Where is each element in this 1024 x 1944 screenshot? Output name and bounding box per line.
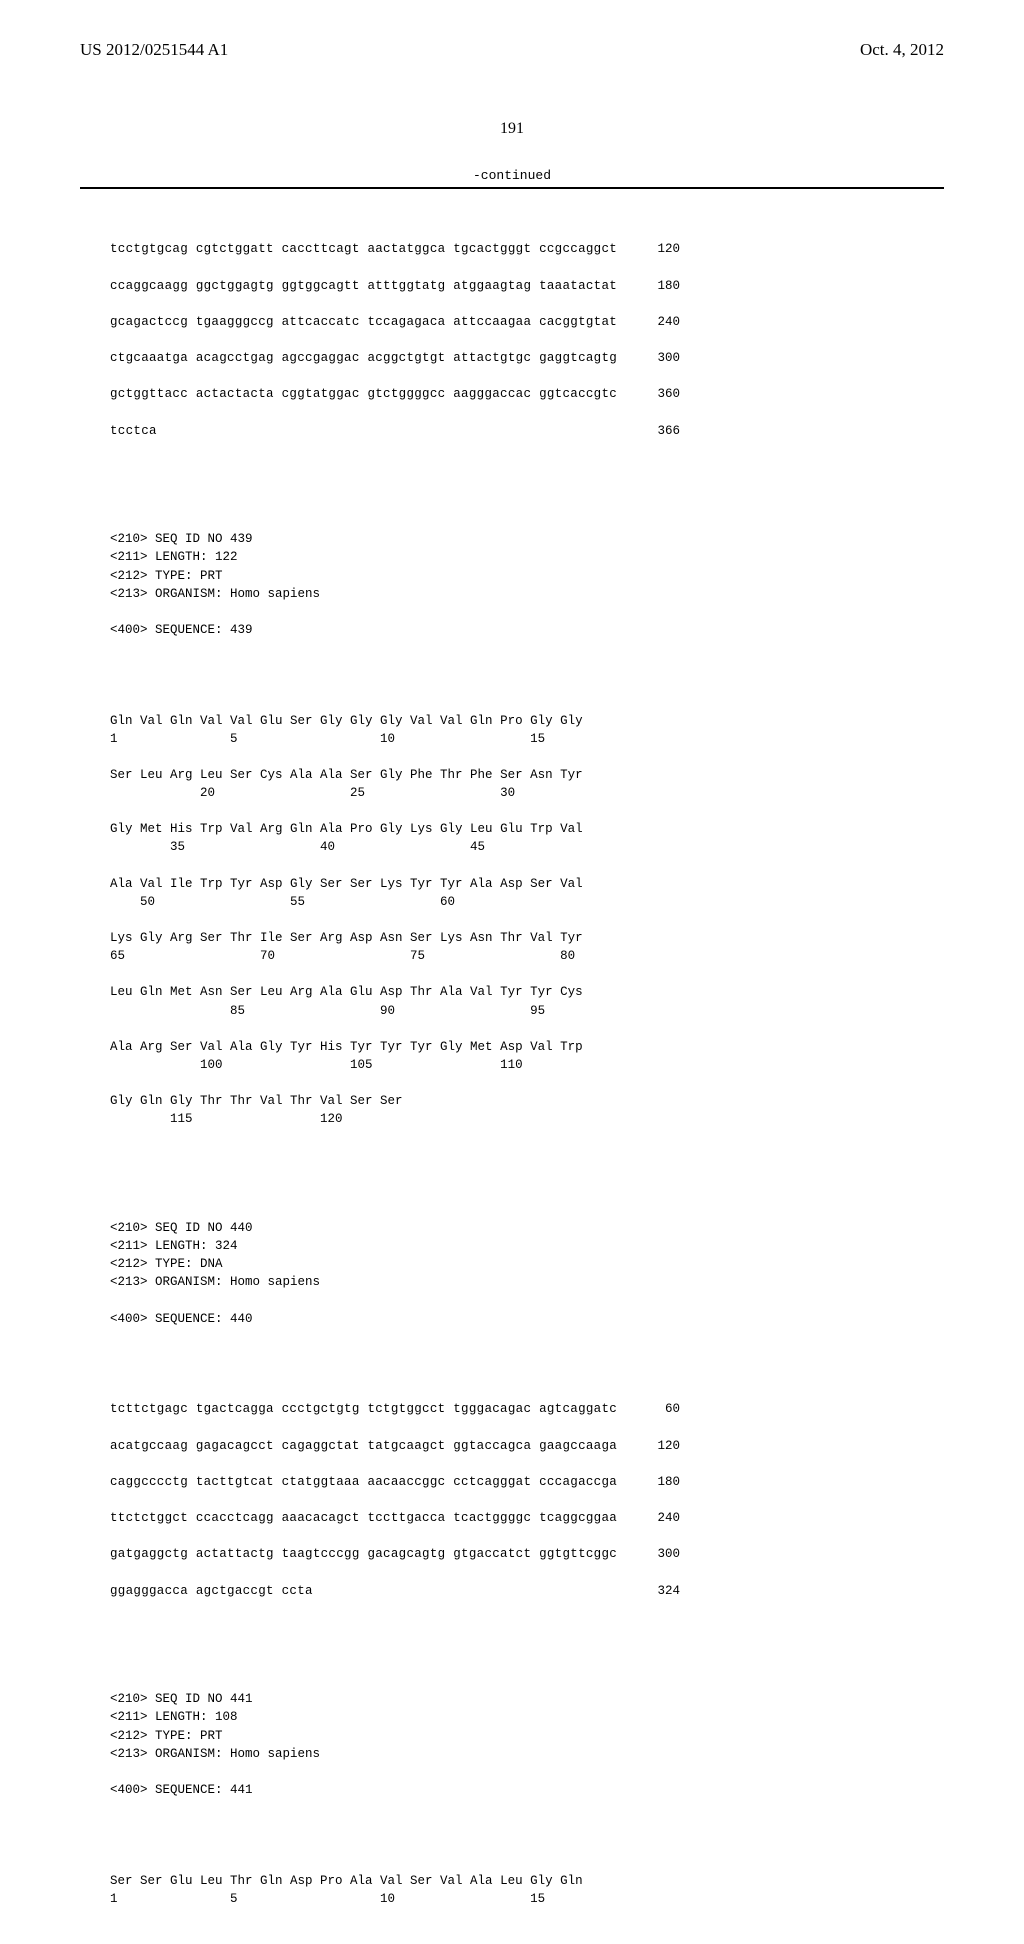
dna-row: ccaggcaagg ggctggagtg ggtggcagtt atttggt… bbox=[110, 277, 680, 295]
dna-position: 180 bbox=[640, 277, 680, 295]
dna-row: ttctctggct ccacctcagg aaacacagct tccttga… bbox=[110, 1509, 680, 1527]
dna-sequence: ccaggcaagg ggctggagtg ggtggcagtt atttggt… bbox=[110, 277, 617, 295]
dna-position: 120 bbox=[640, 1437, 680, 1455]
dna-position: 120 bbox=[640, 240, 680, 258]
dna-row: tcctgtgcag cgtctggatt caccttcagt aactatg… bbox=[110, 240, 680, 258]
seq438-dna: tcctgtgcag cgtctggatt caccttcagt aactatg… bbox=[110, 240, 944, 439]
sequence-listing: tcctgtgcag cgtctggatt caccttcagt aactatg… bbox=[110, 204, 944, 1944]
dna-row: gatgaggctg actattactg taagtcccgg gacagca… bbox=[110, 1545, 680, 1563]
dna-position: 240 bbox=[640, 313, 680, 331]
page-number: 191 bbox=[80, 120, 944, 138]
dna-position: 300 bbox=[640, 349, 680, 367]
dna-sequence: caggcccctg tacttgtcat ctatggtaaa aacaacc… bbox=[110, 1473, 617, 1491]
dna-sequence: tcctca bbox=[110, 422, 157, 440]
dna-sequence: acatgccaag gagacagcct cagaggctat tatgcaa… bbox=[110, 1437, 617, 1455]
rule bbox=[80, 187, 944, 189]
dna-sequence: tcctgtgcag cgtctggatt caccttcagt aactatg… bbox=[110, 240, 617, 258]
dna-position: 324 bbox=[640, 1582, 680, 1600]
dna-sequence: gctggttacc actactacta cggtatggac gtctggg… bbox=[110, 385, 617, 403]
dna-position: 300 bbox=[640, 1545, 680, 1563]
page: US 2012/0251544 A1 Oct. 4, 2012 191 -con… bbox=[0, 0, 1024, 1320]
publication-number: US 2012/0251544 A1 bbox=[80, 40, 228, 60]
dna-sequence: ggagggacca agctgaccgt ccta bbox=[110, 1582, 313, 1600]
seq440-header: <210> SEQ ID NO 440 <211> LENGTH: 324 <2… bbox=[110, 1219, 944, 1328]
dna-row: gctggttacc actactacta cggtatggac gtctggg… bbox=[110, 385, 680, 403]
dna-row: acatgccaag gagacagcct cagaggctat tatgcaa… bbox=[110, 1437, 680, 1455]
dna-row: gcagactccg tgaagggccg attcaccatc tccagag… bbox=[110, 313, 680, 331]
dna-sequence: tcttctgagc tgactcagga ccctgctgtg tctgtgg… bbox=[110, 1400, 617, 1418]
dna-position: 60 bbox=[640, 1400, 680, 1418]
dna-row: tcctca 366 bbox=[110, 422, 680, 440]
dna-position: 240 bbox=[640, 1509, 680, 1527]
seq441-protein: Ser Ser Glu Leu Thr Gln Asp Pro Ala Val … bbox=[110, 1872, 944, 1908]
dna-position: 366 bbox=[640, 422, 680, 440]
dna-sequence: ctgcaaatga acagcctgag agccgaggac acggctg… bbox=[110, 349, 617, 367]
continued-label: -continued bbox=[80, 168, 944, 183]
dna-row: ggagggacca agctgaccgt ccta 324 bbox=[110, 1582, 680, 1600]
seq439-protein: Gln Val Gln Val Val Glu Ser Gly Gly Gly … bbox=[110, 712, 944, 1129]
seq441-header: <210> SEQ ID NO 441 <211> LENGTH: 108 <2… bbox=[110, 1690, 944, 1799]
publication-date: Oct. 4, 2012 bbox=[860, 40, 944, 60]
page-header: US 2012/0251544 A1 Oct. 4, 2012 bbox=[80, 40, 944, 60]
dna-position: 180 bbox=[640, 1473, 680, 1491]
seq439-header: <210> SEQ ID NO 439 <211> LENGTH: 122 <2… bbox=[110, 530, 944, 639]
dna-sequence: gcagactccg tgaagggccg attcaccatc tccagag… bbox=[110, 313, 617, 331]
dna-sequence: gatgaggctg actattactg taagtcccgg gacagca… bbox=[110, 1545, 617, 1563]
seq440-dna: tcttctgagc tgactcagga ccctgctgtg tctgtgg… bbox=[110, 1400, 944, 1599]
dna-sequence: ttctctggct ccacctcagg aaacacagct tccttga… bbox=[110, 1509, 617, 1527]
dna-row: caggcccctg tacttgtcat ctatggtaaa aacaacc… bbox=[110, 1473, 680, 1491]
dna-row: tcttctgagc tgactcagga ccctgctgtg tctgtgg… bbox=[110, 1400, 680, 1418]
dna-position: 360 bbox=[640, 385, 680, 403]
dna-row: ctgcaaatga acagcctgag agccgaggac acggctg… bbox=[110, 349, 680, 367]
